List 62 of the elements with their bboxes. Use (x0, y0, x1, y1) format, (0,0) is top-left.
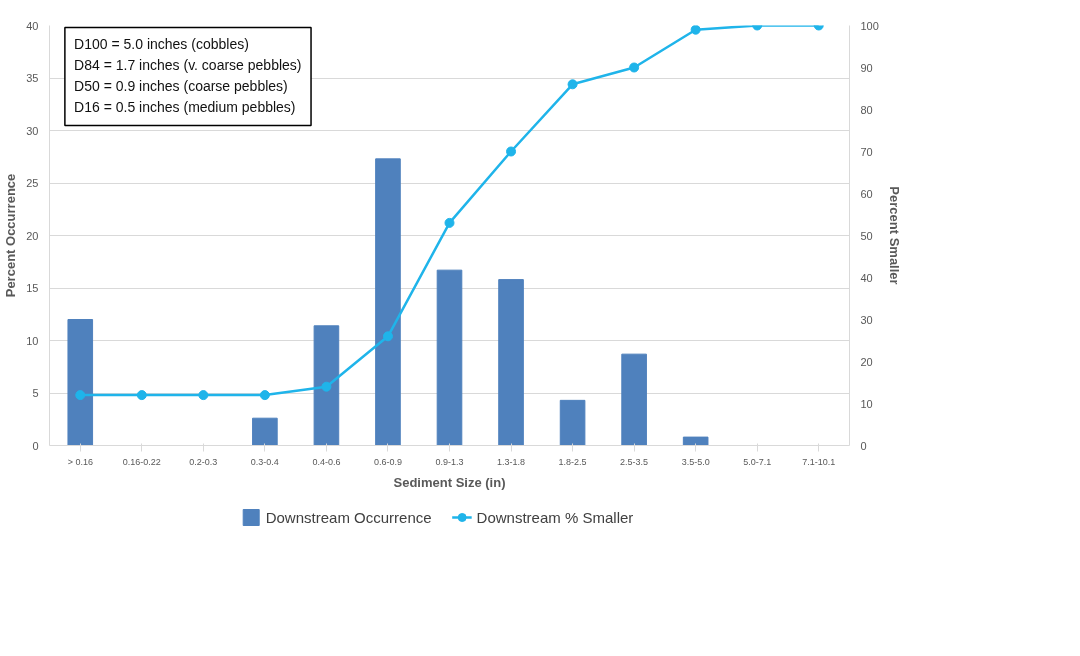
point (382, 331, 393, 342)
x-tick-label: 0.2-0.3 (189, 456, 218, 467)
y-tick-label: 10 (26, 334, 39, 347)
point (444, 217, 455, 228)
annotation: D100 = 5.0 inches (cobbles) (74, 35, 249, 52)
bar (621, 353, 647, 446)
point (690, 25, 701, 35)
x-tick-label: > 0.16 (67, 456, 93, 467)
y2-tick-label: 90 (860, 61, 873, 74)
point (136, 390, 147, 401)
y-tick-label: 40 (26, 19, 39, 32)
annotation: D16 = 0.5 inches (medium pebbles) (74, 98, 296, 115)
x-tick-label: 0.16-0.22 (122, 456, 161, 467)
point (198, 390, 209, 401)
legend-label: Downstream % Smaller (476, 508, 634, 526)
x-axis-title: Sediment Size (in) (393, 474, 506, 490)
y2-tick-label: 0 (860, 439, 867, 452)
point (567, 79, 578, 90)
x-tick-label: 0.6-0.9 (373, 456, 402, 467)
annotation: D50 = 0.9 inches (coarse pebbles) (74, 77, 288, 94)
y-tick-label: 25 (26, 177, 39, 189)
point (506, 146, 517, 157)
y2-tick-label: 20 (860, 355, 873, 368)
legend-label: Downstream Occurrence (265, 508, 432, 526)
bar (559, 399, 586, 446)
x-tick-label: 3.5-5.0 (681, 456, 710, 467)
bar (436, 269, 463, 446)
point (75, 390, 86, 401)
bar (313, 325, 340, 446)
y2-tick-label: 70 (860, 145, 873, 158)
y2-tick-label: 10 (860, 397, 873, 410)
y2-tick-label: 100 (860, 19, 879, 32)
point (321, 381, 332, 392)
x-tick-label: 1.8-2.5 (558, 456, 587, 467)
bar (67, 319, 94, 446)
x-tick-label: 0.4-0.6 (312, 456, 341, 467)
y-tick-label: 30 (26, 124, 39, 137)
y2-tick-label: 40 (860, 271, 873, 284)
x-tick-label: 1.3-1.8 (497, 456, 526, 467)
point (629, 62, 640, 73)
bar (682, 436, 709, 446)
x-tick-label: 7.1-10.1 (802, 456, 836, 467)
y-tick-label: 35 (26, 72, 39, 84)
y2-tick-label: 80 (860, 103, 873, 116)
y-tick-label: 20 (26, 229, 39, 242)
bar (252, 417, 278, 446)
y2-tick-label: 50 (860, 229, 873, 242)
annotation: D84 = 1.7 inches (v. coarse pebbles) (74, 56, 302, 73)
y2-tick-label: 30 (860, 313, 873, 326)
y-tick-label: 15 (26, 282, 39, 294)
point (259, 390, 270, 401)
x-tick-label: 5.0-7.1 (743, 456, 772, 467)
bar (498, 279, 524, 446)
x-tick-label: 0.9-1.3 (435, 456, 464, 467)
y-tick-label: 0 (32, 439, 39, 452)
x-tick-label: 0.3-0.4 (250, 456, 279, 467)
y2-tick-label: 60 (860, 187, 873, 200)
y-axis-title: Percent Occurrence (3, 173, 19, 298)
x-tick-label: 2.5-3.5 (620, 456, 649, 467)
y2-axis-title: Percent Smaller (886, 186, 902, 285)
bar (375, 158, 401, 446)
y-tick-label: 5 (32, 387, 39, 399)
